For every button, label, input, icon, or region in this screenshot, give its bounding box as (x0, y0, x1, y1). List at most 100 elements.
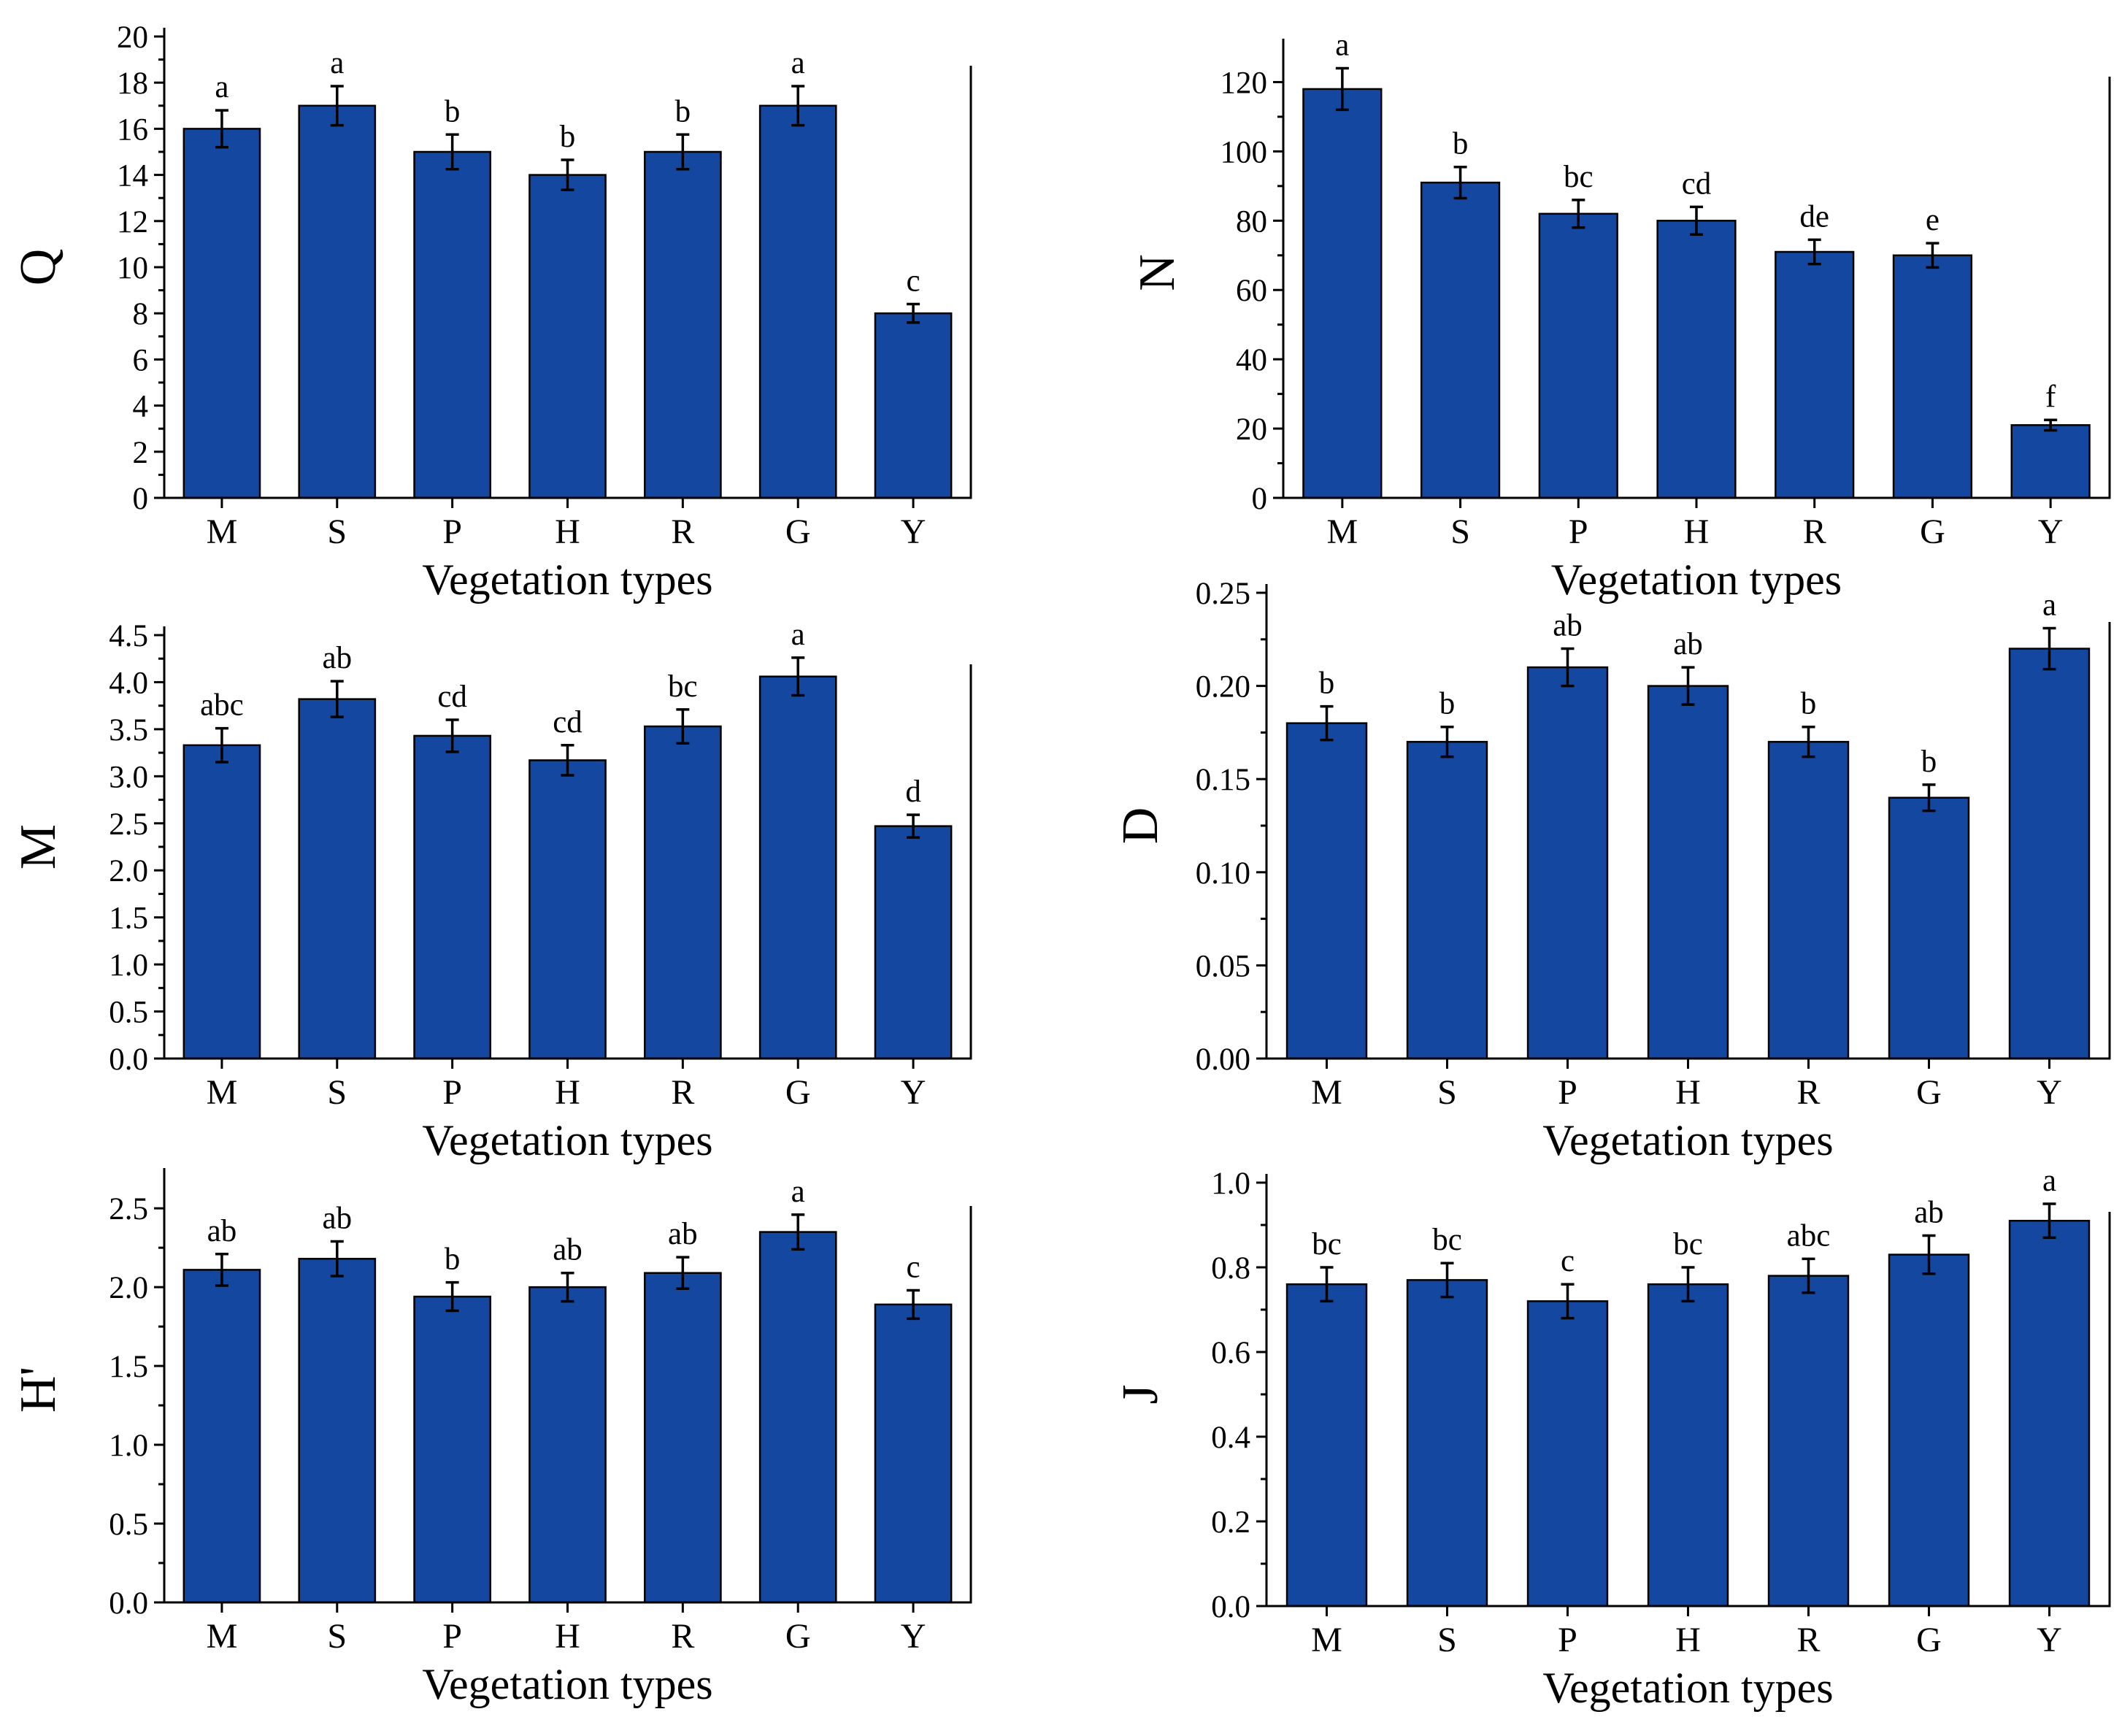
bar-H (1647, 685, 1729, 1060)
x-tick-label-Y: Y (2037, 1621, 2062, 1659)
x-tick-label-M: M (207, 1073, 238, 1112)
error-bar-M (215, 109, 228, 149)
significance-label-P: bc (1564, 160, 1594, 194)
error-bar-G (791, 1213, 805, 1251)
significance-label-G: a (791, 618, 805, 652)
bar-P (413, 1295, 491, 1604)
error-bar-P (445, 133, 459, 171)
chart-panel-bottom-left: ab Mab Sb Pab Hab Ra Gc Y 0.0 0.5 1.0 1.5 2.0 2.5 Vege… (10, 1168, 972, 1708)
x-tick-label-P: P (442, 1617, 462, 1656)
bar-R (1775, 250, 1855, 499)
error-bar-R (1807, 238, 1821, 266)
x-tick-label-R: R (1796, 1621, 1820, 1659)
chart-panel-top-left: a Ma Sb Pb Hb Ra Gc Y 0 2 4 6 8 10 12 14 16 18 20 Vegetatio… (10, 20, 972, 604)
y-tick-label: 1.0 (109, 948, 148, 983)
error-bar-R (676, 708, 690, 745)
bar-M (1285, 1283, 1368, 1608)
bar-H (528, 1286, 607, 1604)
x-tick-label-R: R (671, 1073, 694, 1112)
y-tick-label: 0.10 (1196, 856, 1250, 891)
bar-R (1767, 740, 1850, 1060)
x-tick-label-R: R (671, 512, 694, 551)
significance-label-S: b (1453, 127, 1469, 161)
x-tick-label-R: R (1796, 1073, 1820, 1112)
x-tick-label-S: S (327, 1073, 347, 1112)
bar-M (182, 128, 261, 499)
bar-P (1538, 212, 1618, 499)
significance-label-M: a (1335, 28, 1349, 62)
y-tick-label: 0.05 (1196, 949, 1250, 983)
error-bar-P (445, 1280, 459, 1313)
significance-label-Y: c (907, 1250, 920, 1284)
x-tick-label-H: H (1675, 1073, 1701, 1112)
chart-panel-middle-left: abc Mab Scd Pcd Hbc Ra Gd Y 0.0 0.5 1.0 1.5 2.0 2.5 3.… (10, 618, 972, 1164)
bar-M (182, 744, 261, 1060)
bar-S (298, 104, 377, 499)
y-tick-label: 1.5 (109, 1350, 148, 1384)
bar-M (1302, 88, 1383, 499)
y-tick-label: 0.0 (109, 1586, 148, 1621)
error-bar-R (1802, 725, 1815, 758)
y-tick-label: 3.5 (109, 713, 148, 748)
y-tick-label: 0.4 (1211, 1421, 1250, 1455)
y-tick-label: 120 (1220, 66, 1268, 100)
significance-label-R: bc (668, 669, 698, 704)
y-tick-label: 0.20 (1196, 670, 1250, 704)
y-tick-label: 4.0 (109, 666, 148, 700)
x-tick-label-Y: Y (2038, 512, 2064, 551)
error-bar-H (1681, 666, 1695, 706)
error-bar-R (676, 133, 690, 171)
bar-M (182, 1269, 261, 1604)
significance-label-Y: a (2042, 588, 2056, 622)
y-tick-label: 0 (133, 482, 149, 516)
error-bar-Y (2044, 418, 2058, 432)
y-tick-label: 0.00 (1196, 1042, 1250, 1077)
significance-label-M: bc (1312, 1227, 1342, 1261)
error-bar-Y (2042, 1202, 2056, 1240)
bar-Y (2010, 424, 2091, 499)
significance-label-H: bc (1673, 1227, 1703, 1261)
x-tick-label-Y: Y (901, 1073, 926, 1112)
x-tick-label-G: G (1916, 1073, 1942, 1112)
bar-R (1767, 1275, 1850, 1608)
error-bar-S (330, 85, 344, 127)
error-bar-M (215, 726, 228, 764)
error-bar-S (1440, 725, 1454, 758)
bar-P (1526, 666, 1609, 1060)
x-tick-label-G: G (1920, 512, 1945, 551)
bar-R (644, 725, 722, 1060)
significance-label-P: b (445, 94, 461, 128)
y-tick-label: 6 (133, 343, 149, 377)
bar-G (758, 1231, 837, 1604)
x-tick-label-P: P (1558, 1621, 1577, 1659)
x-axis-title: Vegetation types (422, 1660, 712, 1708)
y-axis-title: H' (10, 1367, 66, 1413)
significance-label-M: abc (200, 688, 244, 723)
x-tick-label-Y: Y (2037, 1073, 2062, 1112)
y-tick-label: 40 (1236, 343, 1267, 377)
bar-S (1406, 740, 1488, 1060)
y-tick-label: 0.8 (1211, 1251, 1250, 1286)
bar-P (413, 734, 491, 1060)
error-bar-S (1440, 1261, 1454, 1299)
error-bar-G (791, 656, 805, 697)
y-axis-title: N (1129, 254, 1185, 291)
significance-label-P: ab (1553, 609, 1583, 643)
y-tick-label: 4.5 (109, 619, 148, 653)
bar-S (298, 1258, 377, 1604)
x-tick-label-M: M (1327, 512, 1358, 551)
bar-G (758, 104, 837, 499)
y-tick-label: 1.0 (109, 1429, 148, 1463)
error-bar-G (1922, 1234, 1936, 1275)
error-bar-Y (907, 302, 920, 324)
bar-P (413, 150, 491, 499)
error-bar-H (1681, 1266, 1695, 1303)
x-axis-title: Vegetation types (422, 556, 712, 604)
bar-G (1888, 1253, 1970, 1608)
bar-R (644, 150, 722, 499)
x-tick-label-M: M (207, 1617, 238, 1656)
significance-label-S: ab (322, 641, 352, 675)
significance-label-P: c (1561, 1244, 1575, 1278)
